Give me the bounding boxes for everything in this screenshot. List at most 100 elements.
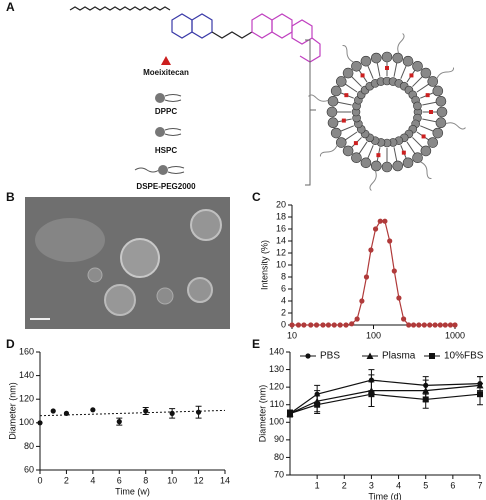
peg (369, 170, 377, 191)
lipid-icon (164, 128, 182, 136)
tail (376, 62, 381, 77)
marker (295, 322, 302, 328)
drug-icon (161, 56, 171, 65)
y-tick-label: 14 (276, 235, 286, 245)
head (327, 95, 339, 107)
y-tick-label: 12 (276, 247, 286, 257)
tail (422, 118, 437, 123)
legend-label: PBS (320, 351, 340, 362)
marker (452, 322, 458, 328)
marker (90, 407, 96, 413)
y-tick-label: 100 (19, 417, 34, 427)
drug (409, 73, 414, 78)
y-tick-label: 60 (24, 464, 34, 474)
legend-label: Moeixitecan (143, 68, 189, 77)
tail (345, 131, 358, 141)
marker (37, 420, 43, 426)
y-tick-label: 20 (276, 199, 286, 209)
y-tick-label: 80 (24, 441, 34, 451)
lipid-icon (158, 165, 168, 175)
marker (406, 322, 412, 328)
y-tick-label: 4 (281, 295, 286, 305)
peg (445, 122, 466, 130)
head (436, 106, 448, 118)
drug (421, 134, 426, 139)
tail (367, 145, 374, 159)
head (435, 95, 447, 107)
y-tick-label: 100 (269, 417, 284, 427)
legend-label: DSPE-PEG2000 (136, 182, 196, 191)
y-tick-label: 80 (274, 452, 284, 462)
marker (427, 322, 433, 328)
marker (337, 322, 343, 328)
marker (437, 322, 443, 328)
marker (377, 218, 383, 224)
marker (421, 322, 427, 328)
x-tick-label: 5 (423, 480, 428, 490)
marker (301, 322, 307, 328)
x-tick-label: 6 (450, 480, 455, 490)
tail (422, 101, 437, 106)
head (330, 127, 342, 139)
marker (432, 322, 438, 328)
marker (343, 322, 349, 328)
marker (477, 391, 483, 398)
marker (331, 322, 337, 328)
x-tick-label: 8 (143, 475, 148, 485)
tail (400, 65, 407, 79)
marker (349, 321, 355, 327)
tail (351, 76, 362, 87)
x-tick-label: 6 (117, 475, 122, 485)
y-tick-label: 6 (281, 283, 286, 293)
head (427, 76, 439, 87)
marker (195, 409, 202, 415)
head (420, 67, 432, 79)
head (370, 160, 382, 172)
legend-marker (305, 353, 311, 359)
head (420, 145, 432, 157)
head (412, 60, 423, 72)
y-tick-label: 70 (274, 469, 284, 479)
marker (116, 419, 122, 425)
peg (342, 44, 354, 63)
tail (406, 141, 416, 154)
head (327, 117, 339, 129)
marker (50, 408, 56, 414)
marker (368, 391, 375, 398)
peg (308, 94, 329, 102)
x-tick-label: 12 (194, 475, 204, 485)
y-tick-label: 18 (276, 211, 286, 221)
head (432, 127, 444, 139)
micrograph (25, 197, 230, 329)
marker (320, 322, 326, 328)
y-tick-label: 160 (19, 346, 34, 356)
drug (401, 150, 406, 155)
y-tick-label: 2 (281, 307, 286, 317)
axis (291, 205, 455, 326)
series-line (292, 220, 455, 326)
x-tick-label: 14 (220, 475, 230, 485)
y-axis-label: Intensity (%) (259, 240, 269, 290)
tail (345, 83, 358, 93)
tail (416, 83, 429, 93)
x-tick-label: 7 (477, 480, 482, 490)
peg (319, 145, 338, 157)
head (342, 67, 354, 79)
legend-label: HSPC (155, 146, 177, 155)
tail (337, 101, 352, 106)
series-line (289, 384, 481, 415)
drug (376, 153, 381, 158)
x-tick-label: 10 (287, 330, 297, 340)
y-tick-label: 16 (276, 223, 286, 233)
head (435, 117, 447, 129)
panel-label: D (6, 337, 15, 351)
y-tick-label: 10 (276, 259, 286, 269)
head (402, 55, 414, 67)
head (412, 152, 423, 164)
marker (289, 322, 295, 328)
y-tick-label: 140 (19, 370, 34, 380)
head (427, 137, 439, 148)
head (381, 51, 393, 63)
panel-label: A (6, 0, 15, 14)
marker (325, 322, 332, 328)
